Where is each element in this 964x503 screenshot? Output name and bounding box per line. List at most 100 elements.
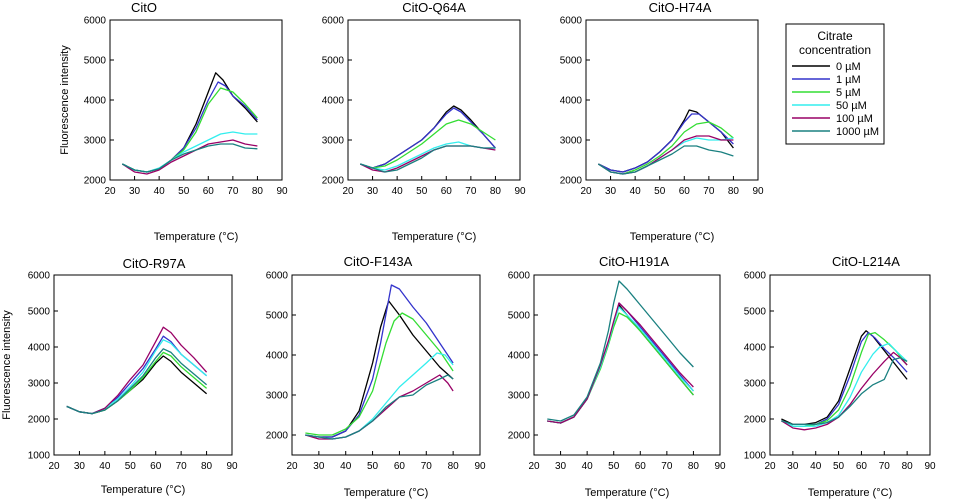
panel-title: CitO-R97A: [123, 256, 186, 271]
series-line-1000m: [122, 143, 258, 173]
panel-cito-h191a: CitO-H191A 2000 3000 4000 5000 6000 20 30 40 50 60…: [508, 254, 726, 499]
panel-title: CitO-H74A: [649, 0, 712, 15]
y-tick-label: 6000: [266, 271, 289, 282]
legend-label: 1000 µM: [836, 126, 879, 138]
x-tick-label: 90: [924, 461, 936, 472]
x-tick-label: 40: [810, 461, 822, 472]
y-tick-label: 2000: [322, 176, 345, 187]
x-tick-label: 70: [879, 461, 891, 472]
panel-title: CitO-Q64A: [402, 0, 466, 15]
y-tick-label: 6000: [322, 16, 345, 27]
panel-cito-f143a: CitO-F143A 2000 3000 4000 5000 6000 20 30 40 50 60…: [266, 254, 486, 499]
x-tick-label: 50: [125, 461, 137, 472]
series-line-1000m: [66, 348, 208, 415]
legend-label: 50 µM: [836, 100, 867, 112]
legend-title-line1: Citrate: [817, 29, 853, 43]
series-line-1m: [305, 284, 454, 438]
x-tick-label: 40: [154, 186, 166, 197]
legend-title-line2: concentration: [799, 43, 871, 57]
y-tick-label: 2000: [508, 431, 531, 442]
x-axis-label: Temperature (°C): [585, 487, 669, 499]
y-tick-label: 5000: [28, 307, 51, 318]
x-tick-label: 60: [635, 461, 647, 472]
series-line-5m: [305, 312, 454, 436]
x-tick-label: 90: [514, 186, 526, 197]
y-tick-label: 4000: [322, 96, 345, 107]
x-tick-label: 50: [833, 461, 845, 472]
y-axis-label: Fluorescence intensity: [59, 45, 71, 155]
x-tick-label: 80: [252, 186, 264, 197]
x-tick-label: 40: [630, 186, 642, 197]
x-tick-label: 40: [99, 461, 111, 472]
y-tick-label: 2000: [744, 415, 767, 426]
x-tick-label: 20: [764, 461, 776, 472]
series-line-50m: [597, 137, 734, 175]
x-tick-label: 60: [203, 186, 215, 197]
series-line-1000m: [597, 145, 734, 175]
x-tick-label: 30: [787, 461, 799, 472]
series-line-0m: [360, 105, 496, 169]
y-tick-label: 4000: [28, 343, 51, 354]
x-tick-label: 20: [580, 186, 592, 197]
x-tick-label: 20: [286, 461, 298, 472]
y-tick-label: 5000: [322, 56, 345, 67]
y-tick-label: 5000: [266, 311, 289, 322]
y-tick-label: 5000: [508, 311, 531, 322]
x-tick-label: 20: [104, 186, 116, 197]
legend-label: 1 µM: [836, 74, 861, 86]
x-tick-label: 90: [276, 186, 288, 197]
x-tick-label: 90: [752, 186, 764, 197]
plot-frame: [53, 274, 233, 456]
panel-cito-l214a: CitO-L214A 1000 2000 3000 4000 5000 6000 20 30 40…: [744, 254, 936, 499]
y-tick-label: 1000: [28, 451, 51, 462]
x-tick-label: 60: [856, 461, 868, 472]
series-line-100m: [547, 302, 694, 424]
series-line-1m: [360, 107, 496, 169]
series-line-100m: [597, 135, 734, 175]
y-tick-label: 2000: [266, 431, 289, 442]
series-line-0m: [598, 109, 734, 173]
x-tick-label: 50: [178, 186, 190, 197]
panel-title: CitO-L214A: [832, 254, 900, 269]
panel-cito-h74a: CitO-H74A 2000 3000 4000 5000 6000 20 30 40 50 60 7…: [560, 0, 764, 243]
x-tick-label: 80: [688, 461, 700, 472]
series-line-0m: [122, 72, 258, 173]
y-tick-label: 4000: [266, 351, 289, 362]
x-tick-label: 80: [490, 186, 502, 197]
panel-cito-r97a: CitO-R97A 1000 2000 3000 4000 5000 6000 20 30 40 5…: [1, 256, 238, 496]
x-tick-label: 40: [340, 461, 352, 472]
y-tick-label: 4000: [508, 351, 531, 362]
legend-label: 5 µM: [836, 87, 861, 99]
series-line-1m: [66, 335, 208, 415]
plot-frame: [109, 19, 283, 181]
x-axis-label: Temperature (°C): [101, 484, 185, 496]
x-axis-label: Temperature (°C): [392, 231, 476, 243]
x-tick-label: 30: [74, 461, 86, 472]
series-line-5m: [360, 119, 496, 169]
x-tick-label: 70: [421, 461, 433, 472]
y-tick-label: 3000: [560, 136, 583, 147]
y-tick-label: 3000: [508, 391, 531, 402]
x-tick-label: 50: [416, 186, 428, 197]
panel-cito: CitO 2000 3000 4000 5000 6000 20 30 40 50 60 70 80 90…: [59, 0, 288, 243]
x-tick-label: 50: [654, 186, 666, 197]
x-tick-label: 70: [176, 461, 188, 472]
x-axis-label: Temperature (°C): [630, 231, 714, 243]
x-tick-label: 70: [465, 186, 477, 197]
y-tick-label: 5000: [560, 56, 583, 67]
plot-frame: [533, 274, 721, 456]
y-tick-label: 6000: [508, 271, 531, 282]
y-axis-label: Fluorescence intensity: [1, 310, 13, 420]
y-tick-label: 3000: [744, 379, 767, 390]
series-line-100m: [781, 351, 908, 431]
x-tick-label: 70: [227, 186, 239, 197]
x-tick-label: 50: [608, 461, 620, 472]
series-line-50m: [781, 342, 908, 427]
panel-title: CitO-H191A: [599, 254, 669, 269]
y-tick-label: 5000: [84, 56, 107, 67]
x-tick-label: 40: [392, 186, 404, 197]
series-line-100m: [305, 374, 454, 440]
y-tick-label: 1000: [744, 451, 767, 462]
y-tick-label: 6000: [28, 271, 51, 282]
